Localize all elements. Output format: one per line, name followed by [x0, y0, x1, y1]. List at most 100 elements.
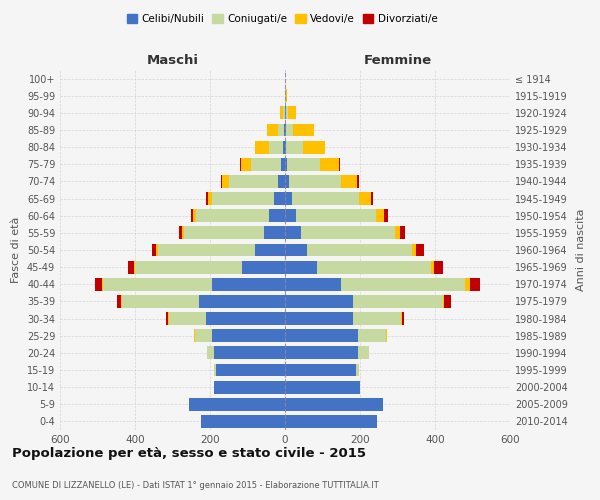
Bar — [283, 106, 284, 120]
Bar — [194, 330, 195, 342]
Bar — [199, 295, 285, 308]
Bar — [358, 346, 368, 360]
Bar — [193, 330, 194, 342]
Bar — [102, 278, 103, 290]
Bar — [416, 244, 424, 256]
Bar — [267, 124, 277, 136]
Bar — [239, 158, 241, 170]
Bar — [190, 398, 285, 410]
Bar — [191, 210, 193, 222]
Bar — [242, 260, 285, 274]
Y-axis label: Anni di nascita: Anni di nascita — [576, 209, 586, 291]
Bar — [103, 278, 212, 290]
Bar — [285, 398, 383, 410]
Bar — [286, 106, 287, 120]
Bar — [285, 415, 377, 428]
Bar — [166, 312, 168, 325]
Bar — [293, 124, 314, 136]
Bar — [301, 226, 395, 239]
Legend: Celibi/Nubili, Coniugati/e, Vedovi/e, Divorziati/e: Celibi/Nubili, Coniugati/e, Vedovi/e, Di… — [122, 10, 442, 29]
Bar — [400, 226, 404, 239]
Bar — [285, 210, 296, 222]
Bar — [303, 140, 325, 153]
Bar — [157, 244, 255, 256]
Bar — [445, 295, 451, 308]
Bar — [118, 295, 121, 308]
Bar — [121, 295, 122, 308]
Bar — [353, 295, 443, 308]
Y-axis label: Fasce di età: Fasce di età — [11, 217, 21, 283]
Bar — [95, 278, 102, 290]
Bar — [386, 330, 387, 342]
Bar — [193, 210, 196, 222]
Bar — [274, 192, 285, 205]
Bar — [283, 140, 285, 153]
Bar — [280, 106, 283, 120]
Bar — [320, 158, 340, 170]
Bar — [200, 415, 285, 428]
Bar — [357, 175, 359, 188]
Bar — [285, 244, 307, 256]
Bar — [285, 364, 356, 376]
Bar — [128, 260, 133, 274]
Bar — [296, 210, 376, 222]
Bar — [285, 158, 287, 170]
Bar — [285, 312, 353, 325]
Bar — [285, 124, 286, 136]
Bar — [292, 192, 359, 205]
Bar — [169, 312, 206, 325]
Bar — [212, 192, 274, 205]
Bar — [207, 346, 214, 360]
Bar — [376, 210, 385, 222]
Bar — [277, 124, 284, 136]
Bar — [214, 380, 285, 394]
Bar — [206, 312, 285, 325]
Bar — [265, 226, 285, 239]
Bar — [401, 312, 403, 325]
Bar — [277, 175, 285, 188]
Bar — [317, 260, 431, 274]
Bar — [284, 124, 285, 136]
Bar — [152, 244, 155, 256]
Bar — [214, 364, 215, 376]
Bar — [196, 210, 269, 222]
Bar — [229, 175, 277, 188]
Bar — [168, 312, 169, 325]
Bar — [285, 106, 286, 120]
Bar — [285, 278, 341, 290]
Bar — [341, 175, 357, 188]
Bar — [222, 175, 229, 188]
Bar — [179, 226, 182, 239]
Bar — [254, 140, 269, 153]
Bar — [356, 364, 359, 376]
Bar — [206, 192, 208, 205]
Bar — [285, 260, 317, 274]
Bar — [212, 278, 285, 290]
Bar — [241, 158, 251, 170]
Bar — [281, 158, 285, 170]
Bar — [255, 244, 285, 256]
Bar — [403, 312, 404, 325]
Bar — [285, 330, 358, 342]
Text: COMUNE DI LIZZANELLO (LE) - Dati ISTAT 1° gennaio 2015 - Elaborazione TUTTITALIA: COMUNE DI LIZZANELLO (LE) - Dati ISTAT 1… — [12, 480, 379, 490]
Bar — [208, 192, 212, 205]
Bar — [184, 226, 265, 239]
Text: Popolazione per età, sesso e stato civile - 2015: Popolazione per età, sesso e stato civil… — [12, 448, 366, 460]
Bar — [133, 260, 135, 274]
Bar — [341, 278, 465, 290]
Bar — [412, 244, 416, 256]
Bar — [182, 226, 184, 239]
Bar — [286, 124, 293, 136]
Bar — [465, 278, 470, 290]
Bar — [358, 330, 386, 342]
Bar — [195, 330, 212, 342]
Bar — [287, 106, 296, 120]
Bar — [470, 278, 480, 290]
Bar — [371, 192, 373, 205]
Bar — [359, 192, 371, 205]
Bar — [122, 295, 199, 308]
Bar — [285, 175, 289, 188]
Bar — [212, 330, 285, 342]
Bar — [443, 295, 445, 308]
Bar — [385, 210, 388, 222]
